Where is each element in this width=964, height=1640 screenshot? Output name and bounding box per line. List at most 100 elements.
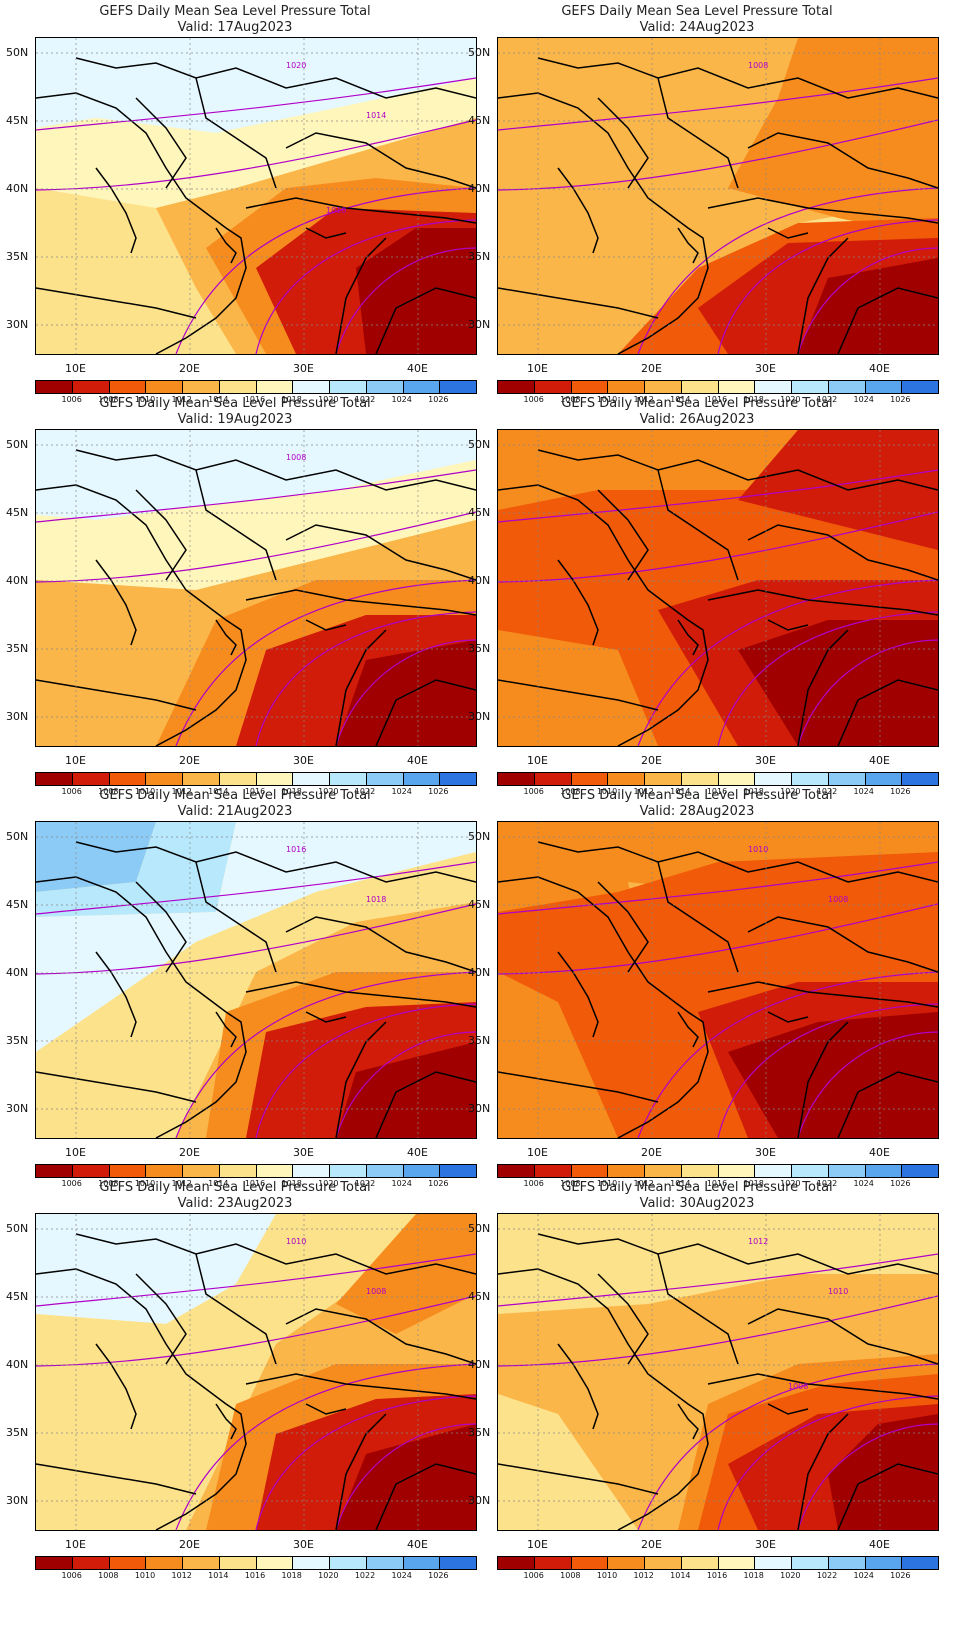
- colorbar-swatch: [293, 1557, 330, 1569]
- colorbar-tick-label: 1014: [208, 1571, 229, 1580]
- colorbar-swatch: [183, 1165, 220, 1177]
- colorbar-tick-label: 1018: [743, 787, 764, 796]
- coastline-border: [498, 1463, 659, 1495]
- coastline-border: [245, 589, 476, 616]
- coastline-border: [285, 916, 476, 973]
- colorbar-swatch: [755, 773, 792, 785]
- colorbar-swatch: [440, 1557, 476, 1569]
- colorbar-tick-label: 1018: [281, 787, 302, 796]
- latitude-label: 30N: [468, 1494, 491, 1507]
- coastline-border: [797, 1413, 849, 1530]
- colorbar-swatch: [792, 381, 829, 393]
- longitude-label: 30E: [293, 1538, 314, 1551]
- latitude-label: 35N: [468, 1426, 491, 1439]
- colorbar-tick-label: 1026: [890, 1571, 911, 1580]
- coastline-border: [305, 227, 347, 239]
- coastline-border: [335, 629, 387, 746]
- coastline-border: [498, 92, 709, 354]
- colorbar-swatch: [828, 1165, 866, 1177]
- colorbar-swatch: [109, 1557, 147, 1569]
- colorbar-tick-label: 1012: [171, 1179, 192, 1188]
- latitude-label: 45N: [6, 898, 29, 911]
- colorbar-swatch: [902, 1165, 938, 1177]
- coastline-border: [135, 1273, 187, 1365]
- colorbar-tick-label: 1008: [98, 395, 119, 404]
- isobar-contour: [335, 1423, 476, 1530]
- colorbar-tick-label: 1022: [354, 395, 376, 404]
- colorbar-swatch: [865, 381, 903, 393]
- isobar-contour: [797, 247, 938, 354]
- colorbar-swatch: [36, 773, 73, 785]
- pressure-fill-region: [738, 430, 938, 550]
- coastline-border: [215, 1011, 237, 1048]
- panel-valid-date: Valid: 28Aug2023: [639, 804, 755, 819]
- colorbar-swatch: [403, 1557, 441, 1569]
- colorbar-tick-label: 1012: [633, 1571, 654, 1580]
- coastline-border: [36, 876, 247, 1138]
- colorbar-tick-label: 1006: [523, 395, 544, 404]
- pressure-map: 1008: [35, 429, 477, 747]
- colorbar-swatch: [403, 1165, 441, 1177]
- coastline-border: [557, 951, 599, 1038]
- isobar-contour: [36, 1295, 476, 1367]
- colorbar-tick-label: 1010: [596, 787, 618, 796]
- latitude-label: 35N: [6, 642, 29, 655]
- coastline-border: [195, 1253, 277, 1365]
- isobar-contour: [335, 247, 476, 354]
- coastline-border: [657, 861, 739, 973]
- colorbar-tick-label: 1024: [391, 1179, 412, 1188]
- pressure-map: 1010 1008: [35, 1213, 477, 1531]
- coastline-border: [335, 1021, 387, 1138]
- coastline-border: [498, 1268, 709, 1530]
- longitude-label: 40E: [407, 754, 428, 767]
- isobar-contour: [36, 861, 476, 915]
- colorbar-tick-label: 1014: [208, 787, 229, 796]
- pressure-fill-region: [36, 1214, 276, 1324]
- longitude-label: 10E: [65, 1538, 86, 1551]
- coastline-border: [557, 1343, 599, 1430]
- panel-title: GEFS Daily Mean Sea Level Pressure Total: [561, 1180, 833, 1195]
- colorbar-tick-label: 1010: [134, 1179, 156, 1188]
- latitude-label: 40N: [6, 182, 29, 195]
- colorbar-swatch: [146, 1165, 183, 1177]
- colorbar: [497, 772, 939, 786]
- colorbar-swatch: [571, 773, 609, 785]
- colorbar-tick-label: 1012: [171, 395, 192, 404]
- contour-label: 1010: [828, 1287, 848, 1296]
- coastline-border: [657, 77, 739, 189]
- coastline-border: [797, 1021, 849, 1138]
- colorbar-tick-label: 1012: [171, 1571, 192, 1580]
- colorbar-tick-label: 1016: [244, 787, 266, 796]
- colorbar-swatch: [36, 1165, 73, 1177]
- isobar-contour: [797, 639, 938, 746]
- isobar-contour: [335, 639, 476, 746]
- longitude-label: 10E: [527, 1146, 548, 1159]
- latitude-label: 40N: [468, 182, 491, 195]
- latitude-label: 30N: [468, 710, 491, 723]
- latitude-label: 45N: [6, 114, 29, 127]
- colorbar-tick-label: 1024: [853, 1179, 874, 1188]
- contour-label: 1012: [748, 1237, 768, 1246]
- coastline-border: [375, 287, 476, 354]
- isobar-contour: [637, 1363, 938, 1530]
- coastline-border: [797, 629, 849, 746]
- colorbar-tick-label: 1008: [98, 1179, 119, 1188]
- longitude-label: 10E: [527, 362, 548, 375]
- panel-valid-date: Valid: 19Aug2023: [177, 412, 293, 427]
- colorbar-swatch: [183, 773, 220, 785]
- pressure-fill-region: [36, 852, 476, 1138]
- contour-label: 1010: [286, 1237, 306, 1246]
- isobar-contour: [797, 1031, 938, 1138]
- colorbar-tick-label: 1014: [208, 1179, 229, 1188]
- colorbar-tick-label: 1006: [523, 787, 544, 796]
- colorbar-swatch: [72, 1165, 110, 1177]
- pressure-fill-region: [336, 640, 476, 746]
- colorbar-swatch: [681, 773, 719, 785]
- coastline-border: [677, 1403, 699, 1440]
- colorbar-tick-label: 1008: [98, 787, 119, 796]
- coastline-border: [537, 841, 938, 883]
- coastline-border: [305, 1011, 347, 1023]
- colorbar-tick-label: 1012: [633, 787, 654, 796]
- latitude-label: 35N: [6, 1426, 29, 1439]
- contour-label: 1010: [748, 845, 768, 854]
